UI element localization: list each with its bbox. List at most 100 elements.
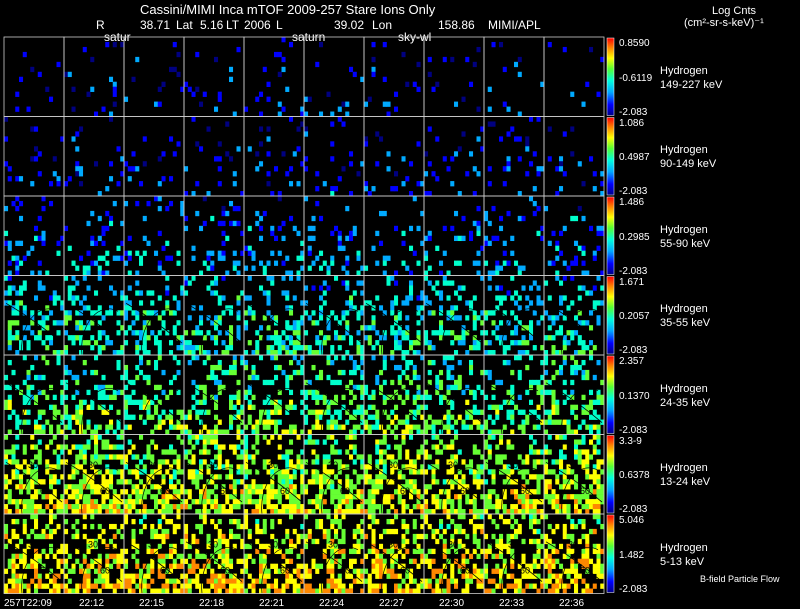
heatmap-pixel xyxy=(247,484,252,490)
heatmap-pixel xyxy=(169,518,174,525)
heatmap-pixel xyxy=(360,310,365,316)
heatmap-pixel xyxy=(364,335,369,341)
heatmap-pixel xyxy=(109,404,114,410)
heatmap-pixel xyxy=(375,131,380,137)
heatmap-pixel xyxy=(409,409,414,415)
heatmap-pixel xyxy=(244,434,249,440)
b-field-line xyxy=(125,382,183,423)
heatmap-pixel xyxy=(45,419,50,425)
heatmap-pixel xyxy=(71,474,76,480)
heatmap-pixel xyxy=(214,379,219,386)
heatmap-pixel xyxy=(446,295,451,301)
heatmap-pixel xyxy=(405,449,410,455)
heatmap-pixel xyxy=(446,399,451,405)
heatmap-pixel xyxy=(127,439,132,445)
heatmap-pixel xyxy=(41,205,46,212)
heatmap-pixel xyxy=(319,250,324,256)
heatmap-pixel xyxy=(112,523,117,530)
colorbar-frame xyxy=(606,37,615,116)
heatmap-pixel xyxy=(540,315,545,321)
heatmap-pixel xyxy=(82,583,87,589)
heatmap-pixel xyxy=(585,568,590,574)
heatmap-pixel xyxy=(135,330,140,336)
heatmap-pixel xyxy=(37,439,42,445)
heatmap-pixel xyxy=(157,295,162,301)
heatmap-pixel xyxy=(304,166,309,172)
heatmap-pixel xyxy=(4,523,9,530)
heatmap-pixel xyxy=(180,563,185,569)
heatmap-pixel xyxy=(439,419,444,425)
heatmap-pixel xyxy=(382,499,387,505)
heatmap-pixel xyxy=(420,523,425,530)
heatmap-pixel xyxy=(577,161,582,167)
heatmap-pixel xyxy=(472,394,477,401)
heatmap-pixel xyxy=(79,350,84,356)
heatmap-pixel xyxy=(26,340,31,346)
heatmap-pixel xyxy=(525,583,530,589)
heatmap-pixel xyxy=(82,265,87,271)
heatmap-pixel xyxy=(499,538,504,545)
heatmap-pixel xyxy=(547,419,552,425)
heatmap-pixel xyxy=(472,260,477,266)
heatmap-pixel xyxy=(206,191,211,197)
heatmap-pixel xyxy=(480,245,485,251)
heatmap-pixel xyxy=(529,583,534,589)
heatmap-pixel xyxy=(446,509,451,515)
heatmap-pixel xyxy=(420,404,425,410)
heatmap-pixel xyxy=(300,449,305,455)
heatmap-pixel xyxy=(139,290,144,296)
heatmap-pixel xyxy=(64,275,69,281)
heatmap-pixel xyxy=(570,523,575,530)
heatmap-pixel xyxy=(360,464,365,470)
heatmap-pixel xyxy=(540,359,545,366)
heatmap-pixel xyxy=(600,171,605,177)
heatmap-pixel xyxy=(225,543,230,550)
heatmap-pixel xyxy=(596,464,601,470)
heatmap-pixel xyxy=(101,225,106,232)
heatmap-pixel xyxy=(22,558,27,564)
heatmap-pixel xyxy=(356,330,361,336)
heatmap-pixel xyxy=(345,464,350,470)
heatmap-pixel xyxy=(450,479,455,485)
heatmap-pixel xyxy=(195,210,200,217)
heatmap-pixel xyxy=(322,533,327,540)
heatmap-pixel xyxy=(131,578,136,584)
heatmap-pixel xyxy=(236,389,241,396)
heatmap-pixel xyxy=(367,494,372,500)
heatmap-pixel xyxy=(559,484,564,490)
units-line2: (cm²-sr-s-keV)⁻¹ xyxy=(684,17,764,29)
heatmap-pixel xyxy=(532,210,537,217)
heatmap-pixel xyxy=(585,449,590,455)
heatmap-pixel xyxy=(424,255,429,261)
heatmap-pixel xyxy=(341,280,346,286)
heatmap-pixel xyxy=(405,424,410,430)
heatmap-pixel xyxy=(105,439,110,445)
heatmap-pixel xyxy=(544,409,549,415)
heatmap-pixel xyxy=(585,81,590,87)
image-frame xyxy=(3,36,65,117)
heatmap-pixel xyxy=(64,588,69,594)
heatmap-pixel xyxy=(319,374,324,381)
heatmap-pixel xyxy=(592,479,597,485)
heatmap-pixel xyxy=(566,573,571,579)
heatmap-pixel xyxy=(214,335,219,341)
heatmap-pixel xyxy=(416,504,421,510)
heatmap-pixel xyxy=(371,518,376,525)
heatmap-pixel xyxy=(480,548,485,555)
latitude-contour xyxy=(381,388,419,435)
heatmap-pixel xyxy=(577,449,582,455)
heatmap-pixel xyxy=(75,459,80,465)
heatmap-pixel xyxy=(532,474,537,480)
heatmap-pixel xyxy=(544,479,549,485)
heatmap-pixel xyxy=(229,424,234,430)
heatmap-pixel xyxy=(30,156,35,162)
heatmap-pixel xyxy=(371,494,376,500)
heatmap-pixel xyxy=(352,528,357,535)
heatmap-pixel xyxy=(555,548,560,555)
heatmap-pixel xyxy=(551,374,556,381)
heatmap-pixel xyxy=(97,489,102,495)
heatmap-pixel xyxy=(210,260,215,266)
heatmap-pixel xyxy=(364,464,369,470)
heatmap-pixel xyxy=(585,548,590,555)
heatmap-pixel xyxy=(439,379,444,386)
